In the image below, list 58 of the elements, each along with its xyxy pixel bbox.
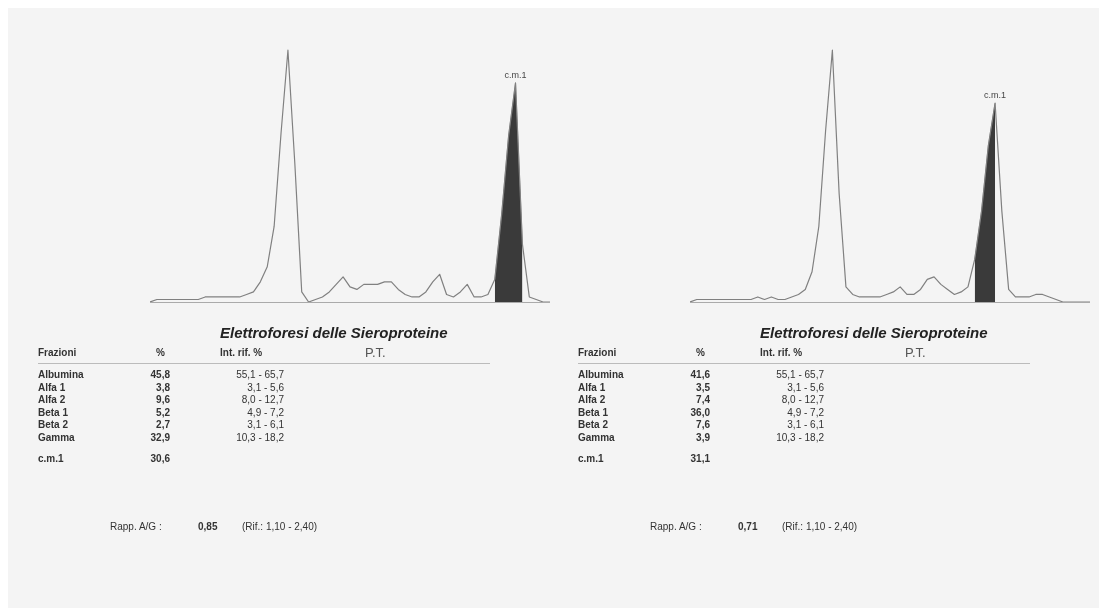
category-label: Alfa 1 [38,381,66,393]
category-label: Alfa 1 [578,381,606,393]
text: 2,7 [156,419,170,431]
text: 8,0 - 12,7 [240,394,284,406]
text: 3,8 [156,381,170,393]
text: 7,6 [696,419,710,431]
text: 10,3 - 18,2 [235,432,284,443]
text: P.T. [905,345,926,360]
category-label: Beta 2 [38,419,69,431]
category-label: Gamma [38,432,75,443]
text: 3,1 - 5,6 [246,381,284,393]
text: 55,1 - 65,7 [235,369,284,380]
text: Int. rif. % [220,347,263,358]
series-label: c.m.1 [504,69,527,80]
category-label: Alfa 2 [578,394,606,406]
text: 0,71 [738,521,758,532]
text: (Rif.: 1,10 - 2,40) [782,521,858,532]
series-label: c.m.1 [984,90,1007,101]
category-label: Gamma [578,432,615,443]
category-label: c.m.1 [38,453,64,464]
text: 0,85 [198,521,218,532]
category-label: Beta 1 [578,406,609,418]
category-label: Albumina [38,369,84,380]
text: Int. rif. % [760,347,803,358]
text: 10,3 - 18,2 [775,432,824,443]
text: Elettroforesi delle Sieroproteine [220,324,448,341]
text: 30,6 [150,453,170,464]
category-label: Beta 2 [578,419,609,431]
text: 3,1 - 6,1 [786,419,824,431]
text: Frazioni [38,347,77,358]
text: 8,0 - 12,7 [780,394,824,406]
text: 4,9 - 7,2 [786,406,824,418]
text: 3,5 [696,381,710,393]
text: Rapp. A/G : [650,521,702,532]
text: 3,1 - 6,1 [246,419,284,431]
text: 45,8 [150,369,170,380]
text: 36,0 [690,406,710,418]
category-label: Albumina [578,369,624,380]
text: Elettroforesi delle Sieroproteine [760,324,988,341]
text: P.T. [365,345,386,360]
category-label: Beta 1 [38,406,69,418]
text: Rapp. A/G : [110,521,162,532]
text: 3,9 [696,432,710,443]
text: 9,6 [156,394,170,406]
text: 41,6 [690,369,710,380]
text: 7,4 [696,394,710,406]
text: 4,9 - 7,2 [246,406,284,418]
text: 31,1 [690,453,710,464]
text: 5,2 [156,406,170,418]
text: (Rif.: 1,10 - 2,40) [242,521,318,532]
category-label: c.m.1 [578,453,604,464]
text: % [696,347,705,358]
text: Frazioni [578,347,617,358]
text: 32,9 [150,432,170,443]
category-label: Alfa 2 [38,394,66,406]
text: % [156,347,165,358]
text: 3,1 - 5,6 [786,381,824,393]
text: 55,1 - 65,7 [775,369,824,380]
